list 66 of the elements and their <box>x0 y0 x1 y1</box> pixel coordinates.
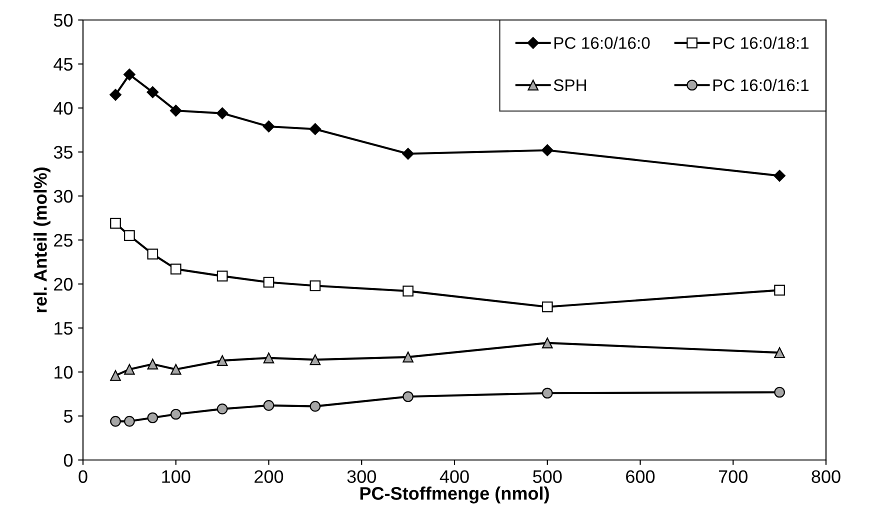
y-tick-label: 0 <box>64 454 73 467</box>
point <box>263 400 274 411</box>
point <box>147 358 158 370</box>
point <box>774 284 785 296</box>
point <box>124 364 135 375</box>
point <box>263 352 274 364</box>
y-tick-label: 25 <box>54 234 73 247</box>
point <box>170 264 182 274</box>
y-tick-label: 30 <box>54 190 73 203</box>
point <box>402 286 414 296</box>
legend-label: PC 16:0/18:1 <box>713 36 809 49</box>
y-tick-label: 45 <box>54 58 73 71</box>
point <box>110 416 121 427</box>
point <box>309 123 322 136</box>
x-tick-label: 400 <box>440 470 469 483</box>
x-axis-title: PC-Stoffmenge (nmol) <box>360 486 549 504</box>
legend-label: SPH <box>554 79 586 92</box>
point <box>170 408 182 420</box>
point <box>402 148 414 160</box>
x-tick-label: 0 <box>78 470 88 483</box>
y-tick-label: 40 <box>54 102 73 115</box>
point <box>402 391 414 402</box>
point <box>542 388 553 399</box>
point <box>124 230 135 242</box>
point <box>774 386 785 398</box>
x-tick-label: 200 <box>254 470 284 483</box>
point <box>110 88 122 101</box>
point <box>542 301 553 312</box>
y-tick-label: 35 <box>54 146 73 159</box>
y-tick-label: 5 <box>64 410 73 423</box>
point <box>541 144 554 156</box>
point <box>147 248 158 260</box>
point <box>123 68 136 81</box>
y-tick-label: 50 <box>54 14 73 27</box>
y-tick-label: 15 <box>54 322 73 335</box>
point <box>146 86 159 98</box>
point <box>310 280 321 292</box>
point <box>542 338 553 348</box>
y-tick-label: 10 <box>54 366 73 379</box>
point <box>110 370 121 381</box>
x-tick-label: 700 <box>718 470 748 483</box>
x-tick-label: 800 <box>812 470 840 483</box>
point <box>774 347 785 358</box>
point <box>124 416 135 427</box>
point <box>110 218 121 229</box>
x-tick-label: 600 <box>626 470 655 483</box>
point <box>216 270 228 282</box>
point <box>170 364 182 375</box>
point <box>216 355 228 366</box>
x-tick-label: 300 <box>347 470 376 483</box>
point <box>147 412 158 424</box>
point <box>216 404 228 414</box>
point <box>402 352 414 362</box>
point <box>216 107 228 120</box>
y-tick-label: 20 <box>54 278 73 291</box>
legend-label: PC 16:0/16:1 <box>713 78 809 92</box>
legend-label: PC 16:0/16:0 <box>554 36 650 49</box>
point <box>263 276 274 288</box>
point <box>774 170 786 182</box>
x-tick-label: 100 <box>162 470 190 483</box>
y-axis-title: rel. Anteil (mol%) <box>34 168 50 312</box>
point <box>262 120 275 132</box>
point <box>170 104 182 117</box>
point <box>310 400 321 412</box>
point <box>310 354 321 366</box>
x-tick-label: 500 <box>533 470 562 483</box>
